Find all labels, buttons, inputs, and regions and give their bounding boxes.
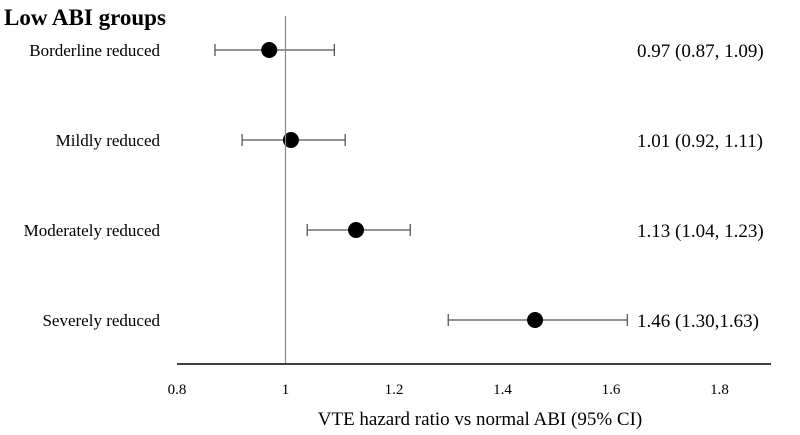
x-axis-ticks: 0.8 1 1.2 1.4 1.6 1.8 bbox=[168, 382, 729, 398]
forest-row: Mildly reduced 1.01 (0.92, 1.11) bbox=[56, 131, 763, 152]
point-estimate-marker bbox=[282, 132, 299, 148]
forest-row: Severely reduced 1.46 (1.30,1.63) bbox=[42, 311, 758, 332]
point-estimate-marker bbox=[527, 312, 544, 328]
row-label: Severely reduced bbox=[42, 311, 160, 330]
x-tick-label: 0.8 bbox=[168, 382, 187, 398]
x-tick-label: 1 bbox=[282, 382, 290, 398]
row-label: Moderately reduced bbox=[24, 221, 161, 240]
x-tick-label: 1.2 bbox=[385, 382, 404, 398]
forest-row: Borderline reduced 0.97 (0.87, 1.09) bbox=[29, 41, 763, 62]
group-title: Low ABI groups bbox=[4, 5, 166, 30]
ci-text: 0.97 (0.87, 1.09) bbox=[637, 41, 764, 62]
x-tick-label: 1.4 bbox=[493, 382, 512, 398]
point-estimate-marker bbox=[261, 42, 278, 58]
ci-text: 1.46 (1.30,1.63) bbox=[637, 311, 759, 332]
x-tick-label: 1.6 bbox=[602, 382, 621, 398]
forest-row: Moderately reduced 1.13 (1.04, 1.23) bbox=[24, 221, 764, 242]
row-label: Borderline reduced bbox=[29, 41, 160, 60]
forest-rows: Borderline reduced 0.97 (0.87, 1.09) Mildl… bbox=[24, 41, 764, 332]
ci-text: 1.01 (0.92, 1.11) bbox=[637, 131, 763, 152]
x-axis-title: VTE hazard ratio vs normal ABI (95% CI) bbox=[318, 409, 643, 430]
row-label: Mildly reduced bbox=[56, 131, 161, 150]
x-tick-label: 1.8 bbox=[710, 382, 729, 398]
point-estimate-marker bbox=[348, 222, 365, 238]
ci-text: 1.13 (1.04, 1.23) bbox=[637, 221, 764, 242]
